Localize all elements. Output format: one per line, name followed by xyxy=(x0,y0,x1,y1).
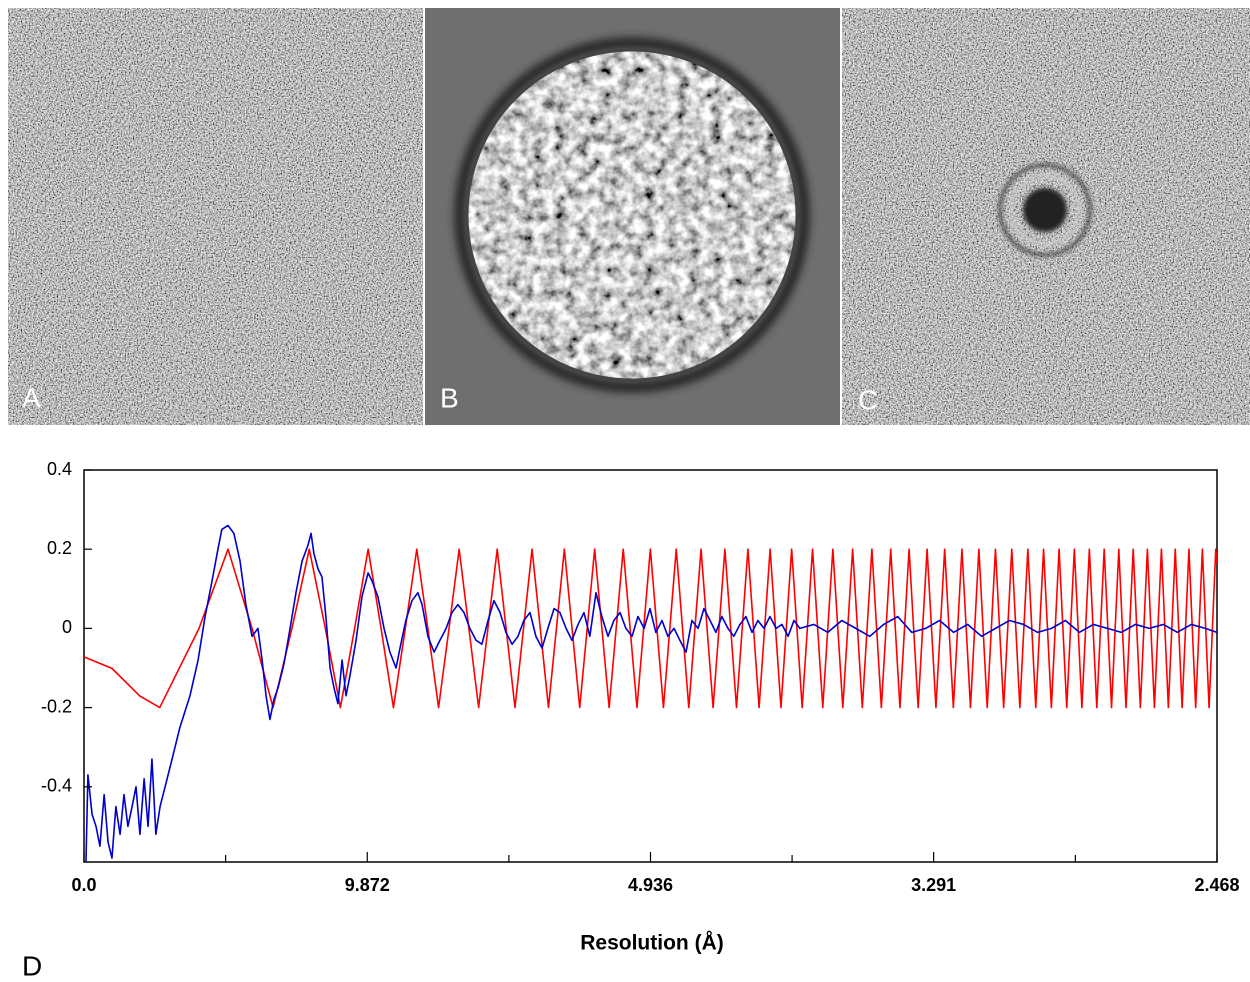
line-series xyxy=(84,548,1217,709)
dark-spot xyxy=(1023,188,1067,232)
y-tick-label: -0.4 xyxy=(41,776,72,796)
y-tick-label: 0.2 xyxy=(47,538,72,558)
ring xyxy=(998,163,1092,257)
panel-a: A xyxy=(8,8,423,425)
micrograph xyxy=(8,8,423,425)
plot-frame xyxy=(83,469,1218,863)
x-tick-label: 0.0 xyxy=(71,875,96,895)
particle-ring xyxy=(454,37,810,393)
panel-c: C xyxy=(842,8,1250,425)
y-tick-label: -0.2 xyxy=(41,696,72,716)
panel-b: B xyxy=(425,8,840,425)
x-tick-label: 2.468 xyxy=(1194,875,1239,895)
plot-area xyxy=(84,524,1217,862)
panel-label: A xyxy=(22,382,41,413)
panel-label: D xyxy=(22,950,42,981)
x-axis-label: Resolution (Å) xyxy=(580,931,723,955)
panel-label: C xyxy=(858,384,878,415)
ring xyxy=(1009,174,1081,246)
particle-average xyxy=(467,50,797,380)
y-tick-label: 0 xyxy=(62,617,72,637)
y-tick-label: 0.4 xyxy=(47,459,72,479)
x-tick-label: 3.291 xyxy=(911,875,956,895)
x-tick-label: 9.872 xyxy=(345,875,390,895)
particle-edge xyxy=(465,48,799,382)
x-tick-label: 4.936 xyxy=(628,875,673,895)
panel-label: B xyxy=(440,382,459,413)
line-series xyxy=(85,524,1217,862)
